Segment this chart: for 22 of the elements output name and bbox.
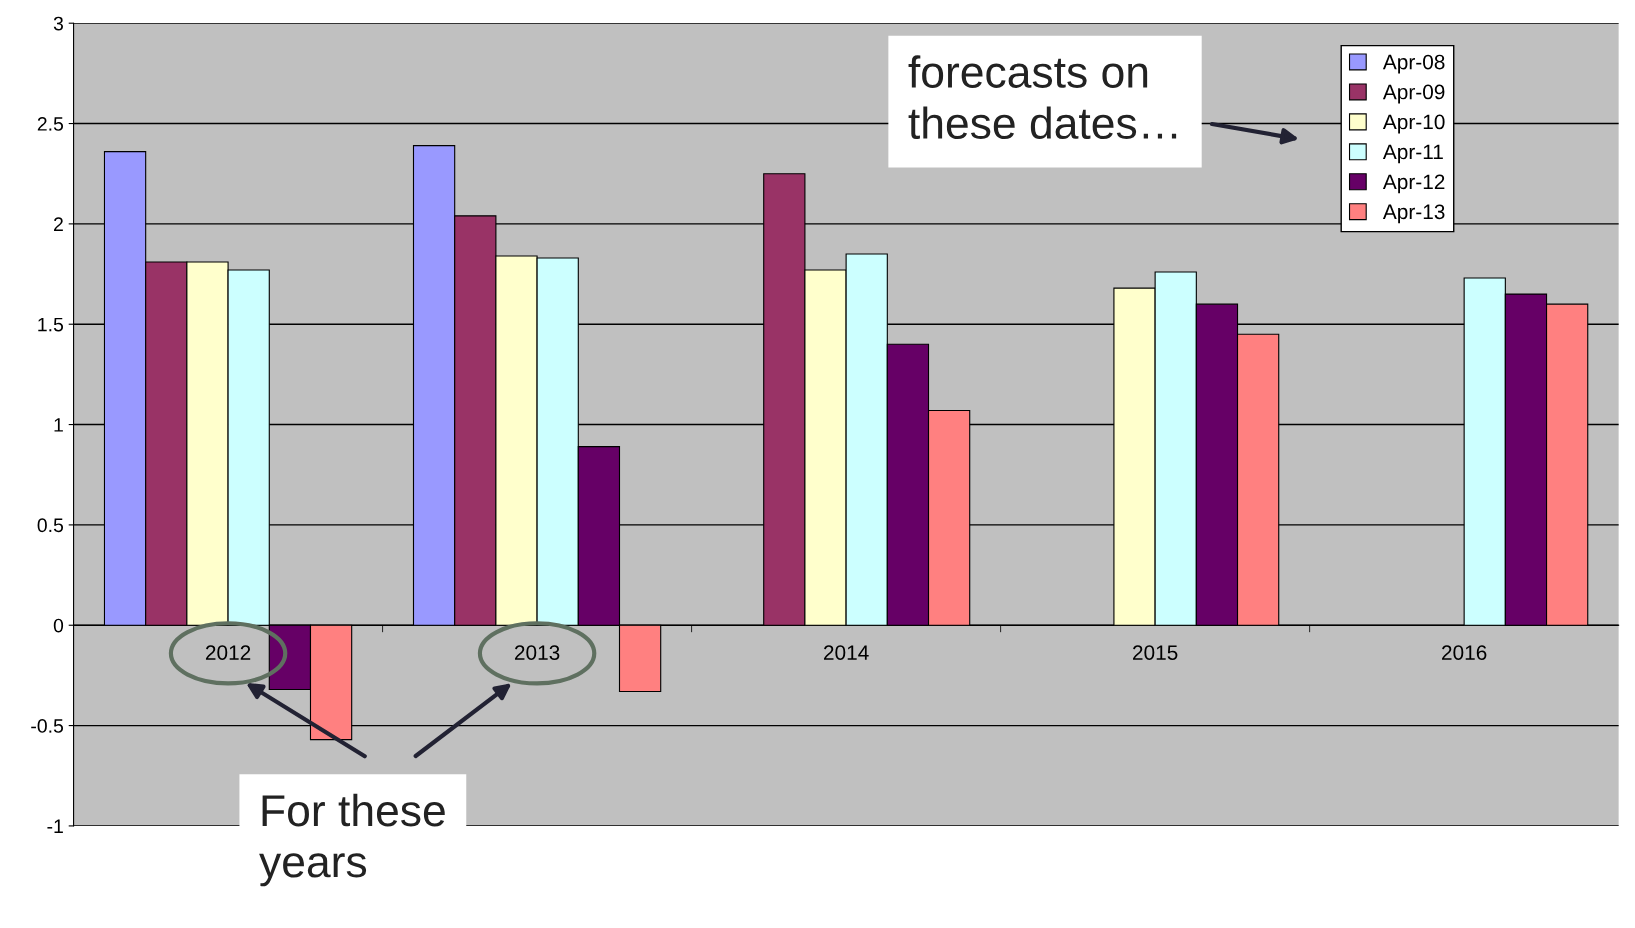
legend-label: Apr-13	[1382, 204, 1445, 224]
y-tick-label: -0.5	[31, 719, 64, 733]
annotation: forecasts on these dates…	[908, 55, 1177, 140]
y-tick-label: -1	[47, 819, 63, 833]
legend-label: Apr-11	[1382, 144, 1443, 164]
annotation: For these years	[259, 793, 445, 887]
y-tick-label: 2.5	[37, 117, 64, 131]
y-tick-label: 0.5	[37, 518, 64, 533]
legend-label: Apr-10	[1382, 114, 1445, 134]
y-tick-label: 1	[54, 418, 63, 432]
x-tick-label: 2015	[1133, 645, 1178, 660]
legend-label: Apr-09	[1382, 84, 1445, 104]
x-tick-label: 2014	[823, 645, 869, 660]
legend-label: Apr-08	[1382, 54, 1445, 74]
x-tick-label: 2016	[1442, 645, 1487, 660]
x-tick-label: 2013	[514, 645, 560, 660]
y-tick-label: 1.5	[38, 317, 64, 332]
y-tick-label: 3	[53, 16, 63, 31]
y-tick-label: 0	[53, 618, 64, 633]
legend-label: Apr-12	[1382, 174, 1445, 194]
y-tick-label: 2	[54, 217, 63, 231]
x-tick-label: 2012	[205, 645, 251, 660]
